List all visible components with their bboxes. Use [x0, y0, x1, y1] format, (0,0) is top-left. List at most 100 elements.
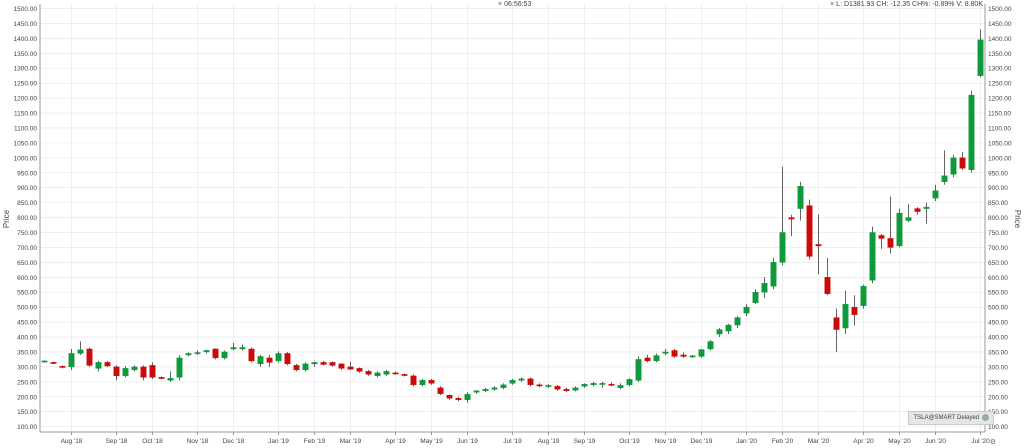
time-text: 06:56:53 [504, 1, 532, 8]
x-tick-label: May '20 [888, 438, 911, 445]
candle [167, 371, 174, 382]
candle-body [257, 356, 264, 365]
y-tick-label: 250.00 [988, 379, 1008, 386]
x-tick-label: Jul '20 [971, 438, 990, 445]
y-tick-label: 1250.00 [14, 81, 38, 88]
x-tick-label: Jan '19 [268, 438, 289, 445]
candle-body [131, 366, 138, 371]
candle [653, 353, 660, 363]
candle [527, 377, 534, 387]
candle-body [527, 378, 534, 386]
candle-body [509, 380, 516, 384]
y-tick-label: 800.00 [988, 215, 1008, 222]
candles [41, 29, 984, 403]
candle [905, 204, 912, 223]
candle [743, 304, 750, 317]
y-tick-label: 650.00 [17, 260, 37, 267]
candle-body [779, 232, 786, 263]
y-tick-label: 750.00 [988, 230, 1008, 237]
chart-settings-icon[interactable]: ⚙ [989, 439, 996, 446]
candle-body [815, 244, 822, 247]
candle-body [860, 286, 867, 306]
candle-body [662, 351, 669, 354]
close-icon[interactable]: × [830, 1, 835, 8]
x-tick-label: Nov '19 [655, 438, 677, 445]
candle [509, 378, 516, 385]
candle [878, 233, 885, 249]
y-tick-label: 450.00 [988, 320, 1008, 327]
candle [770, 257, 777, 290]
candle [158, 376, 165, 380]
candle-body [104, 362, 111, 367]
candle [194, 350, 201, 355]
candle [617, 383, 624, 390]
candle [491, 386, 498, 391]
candle [41, 360, 48, 363]
candle-body [338, 363, 345, 369]
candle-body [275, 353, 282, 362]
y-tick-label: 150.00 [17, 409, 37, 416]
candle-body [347, 366, 354, 370]
close-icon[interactable]: × [498, 1, 503, 8]
y-tick-label: 550.00 [988, 290, 1008, 297]
candle [149, 362, 156, 379]
candle-body [644, 357, 651, 362]
x-tick-label: Dec '18 [223, 438, 245, 445]
candle-body [770, 262, 777, 287]
data-source-badge[interactable]: TSLA@SMART Delayed [908, 411, 994, 425]
y-tick-label: 700.00 [17, 245, 37, 252]
candle-body [554, 386, 561, 390]
candle [257, 354, 264, 367]
candle [248, 347, 255, 363]
y-tick-label: 150.00 [988, 409, 1008, 416]
candle-body [203, 350, 210, 353]
y-tick-label: 1300.00 [988, 66, 1012, 73]
quote-display: × L: D1381.93 CH: -12.35 CH%: -0.89% V: 8… [830, 1, 983, 8]
candle [464, 392, 471, 403]
candle-body [959, 157, 966, 169]
candle [572, 386, 579, 392]
candle [302, 362, 309, 372]
x-tick-label: Oct '18 [142, 438, 163, 445]
candle-body [491, 387, 498, 390]
candle-body [698, 349, 705, 357]
candle-body [194, 352, 201, 354]
candle [671, 348, 678, 358]
info-icon[interactable] [982, 413, 989, 421]
candle-body [311, 362, 318, 365]
y-tick-label: 1100.00 [988, 125, 1011, 132]
candle-body [563, 389, 570, 391]
y-tick-label: 200.00 [988, 394, 1008, 401]
y-tick-label: 850.00 [17, 200, 37, 207]
y-tick-label: 1050.00 [14, 140, 38, 147]
x-tick-label: Apr '19 [385, 438, 406, 445]
y-axis-right: 100.00 150.00 200.00 250.00 300.00 350.00 400.… [984, 4, 1012, 432]
candle [401, 373, 408, 377]
y-tick-label: 450.00 [17, 320, 37, 327]
y-tick-label: 950.00 [988, 170, 1008, 177]
candle-body [113, 366, 120, 377]
y-tick-label: 1500.00 [988, 6, 1012, 13]
candle-body [887, 238, 894, 248]
candle [725, 323, 732, 335]
y-tick-label: 350.00 [17, 349, 37, 356]
quote-text: L: D1381.93 CH: -12.35 CH%: -0.89% V: 8.… [836, 1, 983, 8]
y-tick-label: 850.00 [988, 200, 1008, 207]
candle [608, 382, 615, 387]
candle-body [383, 371, 390, 375]
y-tick-label: 1450.00 [14, 21, 38, 28]
candle-body [410, 375, 417, 386]
y-tick-label: 1400.00 [988, 36, 1012, 43]
candle-body [68, 353, 75, 368]
candle [455, 396, 462, 402]
candle [95, 360, 102, 372]
candle [752, 289, 759, 305]
x-tick-label: Oct '19 [619, 438, 640, 445]
y-tick-label: 250.00 [17, 379, 37, 386]
candle [860, 284, 867, 309]
candle [311, 361, 318, 367]
x-tick-label: Sep '19 [574, 438, 596, 445]
x-tick-label: Aug '19 [538, 438, 560, 445]
candle [797, 181, 804, 221]
